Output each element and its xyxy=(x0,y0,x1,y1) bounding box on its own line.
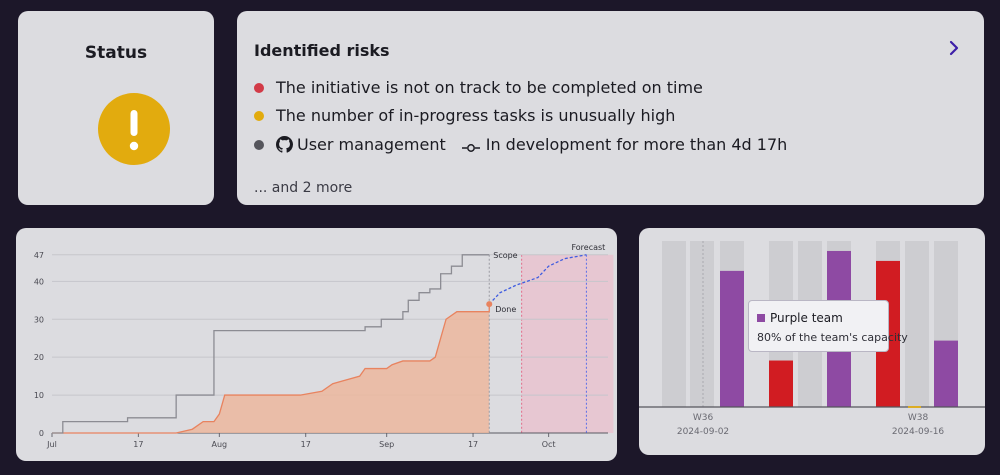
risk-text: The number of in-progress tasks is unusu… xyxy=(276,106,676,125)
capacity-chart: W36 2024-09-02 W38 2024-09-16 xyxy=(639,241,985,437)
x-tick-label: Jul xyxy=(46,440,57,449)
y-tick-label: 10 xyxy=(34,391,44,400)
chevron-right-icon[interactable] xyxy=(944,38,964,58)
risk-detail: In development for more than 4d 17h xyxy=(485,135,788,154)
risk-text: The initiative is not on track to be com… xyxy=(276,78,703,97)
forecast-band xyxy=(521,254,614,433)
risk-item: The initiative is not on track to be com… xyxy=(254,78,703,97)
done-area xyxy=(52,304,490,433)
y-tick-label: 0 xyxy=(39,429,44,438)
x-tick-label: Sep xyxy=(379,440,394,449)
risk-dot xyxy=(254,139,264,150)
risks-card[interactable]: Identified risks The initiative is not o… xyxy=(237,11,984,205)
y-tick-label: 20 xyxy=(34,353,44,362)
burnup-chart: 0 10 20 30 40 47 Jul 17 Aug 17 Sep 17 Oct Scope Done Fo… xyxy=(34,243,614,449)
tooltip-team: Purple team xyxy=(770,311,843,325)
tooltip-swatch xyxy=(757,314,765,322)
warning-exclamation-icon xyxy=(98,93,170,165)
forecast-annotation: Forecast xyxy=(571,243,605,252)
more-risks-link[interactable]: ... and 2 more xyxy=(254,180,353,196)
capacity-bar xyxy=(769,360,793,407)
x-date-label: 2024-09-16 xyxy=(892,427,945,437)
status-title: Status xyxy=(84,43,148,63)
y-tick-label: 40 xyxy=(34,277,44,286)
capacity-bar xyxy=(934,340,958,407)
tooltip-text: 80% of the team's capacity xyxy=(757,331,908,344)
commit-icon xyxy=(461,139,480,152)
x-tick-label: 17 xyxy=(133,440,143,449)
risk-item: The number of in-progress tasks is unusu… xyxy=(254,106,675,125)
scope-series-line xyxy=(52,254,490,434)
done-series-line xyxy=(52,304,490,434)
status-card: Status xyxy=(18,11,214,205)
capacity-bar xyxy=(720,270,744,407)
x-tick-label: Aug xyxy=(212,440,228,449)
github-icon xyxy=(276,136,293,153)
x-week-label: W36 xyxy=(693,413,714,423)
risks-title: Identified risks xyxy=(254,41,390,60)
capacity-chart-card: W36 2024-09-02 W38 2024-09-16 Purple team 8… xyxy=(639,228,985,455)
risk-item: User management In development for more … xyxy=(254,135,787,154)
risk-dot xyxy=(254,110,264,121)
done-annotation: Done xyxy=(495,305,516,314)
capacity-slot xyxy=(905,241,929,407)
forecast-series-line xyxy=(488,254,587,305)
x-tick-label: Oct xyxy=(542,440,556,449)
x-tick-label: 17 xyxy=(468,440,478,449)
x-date-label: 2024-09-02 xyxy=(677,427,729,437)
risk-item-name[interactable]: User management xyxy=(297,135,446,154)
y-tick-label: 30 xyxy=(34,315,44,324)
capacity-slot xyxy=(662,241,686,407)
done-marker xyxy=(486,301,493,308)
x-week-label: W38 xyxy=(908,413,929,423)
x-tick-label: 17 xyxy=(301,440,311,449)
y-tick-label: 47 xyxy=(34,251,44,260)
burnup-chart-card: 0 10 20 30 40 47 Jul 17 Aug 17 Sep 17 Oct Scope Done Fo… xyxy=(16,228,617,461)
risk-dot xyxy=(254,82,264,93)
scope-annotation: Scope xyxy=(493,251,517,260)
capacity-slot xyxy=(690,241,714,407)
capacity-tooltip: Purple team 80% of the team's capacity xyxy=(748,300,908,352)
